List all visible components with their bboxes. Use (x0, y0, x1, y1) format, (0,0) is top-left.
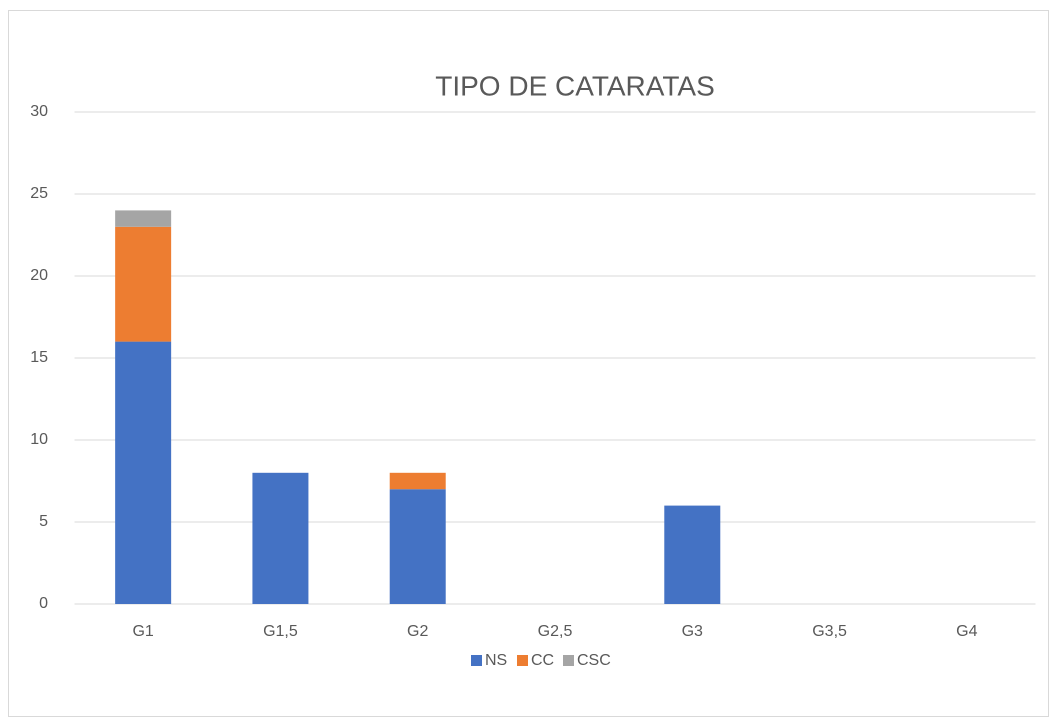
bar-segment (664, 505, 721, 604)
legend-swatch (517, 655, 528, 666)
x-tick-label: G2 (407, 623, 428, 640)
bar-segment (115, 341, 172, 604)
bar-segment (252, 472, 309, 604)
y-tick-label: 10 (30, 431, 48, 448)
chart-title: TIPO DE CATARATAS (435, 70, 715, 101)
y-tick-label: 5 (39, 513, 48, 530)
legend-swatch (471, 655, 482, 666)
legend-swatch (563, 655, 574, 666)
bar-segment (115, 210, 172, 227)
y-tick-label: 25 (30, 185, 48, 202)
legend-label: CC (531, 652, 554, 669)
y-tick-label: 30 (30, 103, 48, 120)
y-tick-label: 15 (30, 349, 48, 366)
bar-segment (115, 226, 172, 342)
x-tick-label: G3 (682, 623, 703, 640)
x-tick-label: G2,5 (538, 623, 573, 640)
x-tick-label: G1,5 (263, 623, 298, 640)
legend-label: NS (485, 652, 507, 669)
x-tick-label: G4 (956, 623, 977, 640)
x-tick-label: G3,5 (812, 623, 847, 640)
chart-border (8, 10, 1049, 717)
bar-segment (389, 489, 446, 604)
bar-segment (389, 472, 446, 490)
x-tick-label: G1 (132, 623, 153, 640)
y-tick-label: 0 (39, 595, 48, 612)
legend-label: CSC (577, 652, 611, 669)
y-tick-label: 20 (30, 267, 48, 284)
